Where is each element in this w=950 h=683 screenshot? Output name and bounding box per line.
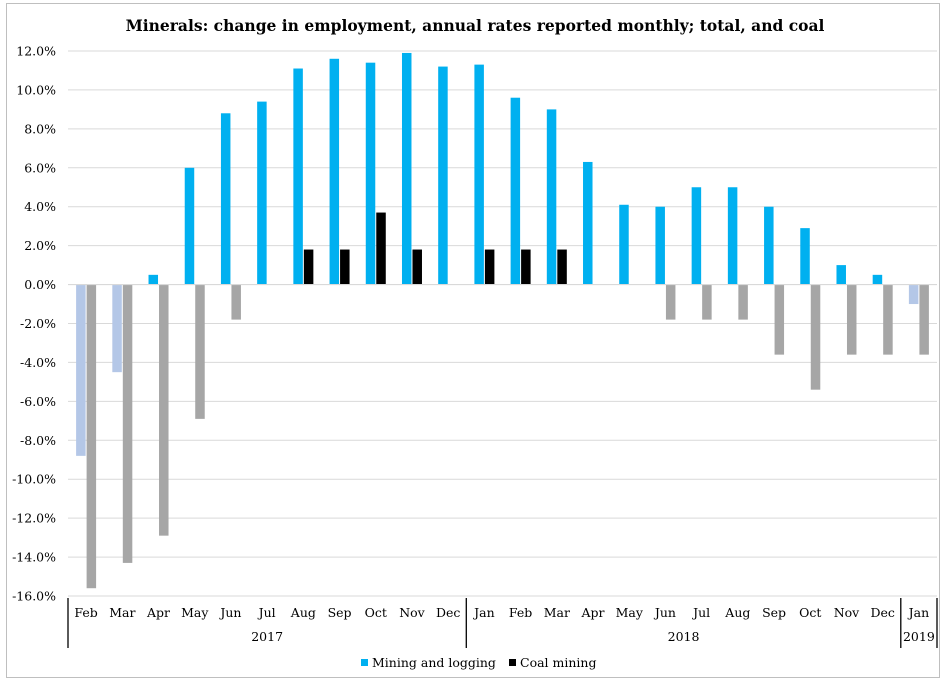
x-category-label: Dec [870,605,894,620]
bar-mining-and-logging [112,284,122,373]
y-tick-label: -6.0% [20,394,56,409]
x-category-label: Jul [257,605,276,620]
bar-coal-mining [846,284,857,355]
bar-mining-and-logging [438,66,448,285]
x-category-label: May [181,605,209,620]
bar-coal-mining [159,284,169,536]
x-category-label: Sep [328,605,352,620]
bar-mining-and-logging [727,187,738,285]
bar-mining-and-logging [474,64,484,285]
bar-mining-and-logging [908,284,919,305]
bar-coal-mining [810,284,821,390]
x-axis: Feb Mar Apr May Jun Jul Aug Sep Oct Nov Dec Jan Feb M… [67,283,938,648]
bar-mining-and-logging [655,206,665,285]
bar-mining-and-logging [148,274,159,285]
bar-mining-and-logging [764,206,774,285]
bar-mining-and-logging [510,97,521,285]
y-tick-label: -16.0% [12,589,56,604]
y-tick-label: 8.0% [24,121,56,136]
bar-coal-mining [521,249,531,285]
bar-mining-and-logging [583,161,593,285]
bar-mining-and-logging [800,228,810,285]
x-category-label: Mar [544,605,570,620]
y-tick-label: -4.0% [20,355,56,370]
bar-mining-and-logging [691,187,702,285]
x-category-label: Sep [762,605,786,620]
chart-title: Minerals: change in employment, annual r… [125,16,825,35]
bar-mining-and-logging [836,265,846,285]
x-category-label: Jan [907,605,930,620]
x-group-label: 2017 [251,629,283,644]
bar-mining-and-logging [872,274,883,285]
x-category-label: Feb [509,605,532,620]
bar-mining-and-logging [546,109,557,285]
bar-coal-mining [738,284,748,320]
y-tick-label: 2.0% [24,238,56,253]
y-tick-label: -14.0% [12,550,56,565]
x-category-label: Oct [799,605,821,620]
bar-mining-and-logging [220,113,231,285]
legend: Mining and logging Coal mining [361,655,596,670]
x-category-label: Mar [109,605,135,620]
bar-coal-mining [883,284,893,355]
x-category-label: Aug [724,605,750,620]
x-category-label: Apr [581,605,605,620]
bar-coal-mining [665,284,676,320]
bar-coal-mining [919,284,929,355]
legend-label-mining-and-logging: Mining and logging [372,655,496,670]
bar-coal-mining [412,249,422,285]
bar-coal-mining [557,249,567,285]
x-category-label: Nov [834,605,860,620]
x-group-label: 2018 [668,629,700,644]
bar-mining-and-logging [365,62,376,285]
bar-mining-and-logging [293,68,303,285]
bars [76,52,929,589]
y-tick-label: 0.0% [24,277,56,292]
bar-mining-and-logging [257,101,267,285]
bar-mining-and-logging [76,284,86,456]
x-category-label: Aug [290,605,316,620]
legend-swatch-mining-and-logging [361,659,368,666]
bar-mining-and-logging [184,167,195,285]
bar-coal-mining [86,284,97,589]
x-category-label: Dec [436,605,460,620]
x-category-label: Feb [74,605,97,620]
bar-coal-mining [774,284,785,355]
bar-coal-mining [702,284,712,320]
y-tick-label: 12.0% [16,44,56,59]
legend-swatch-coal-mining [509,659,516,666]
y-tick-label: 4.0% [24,199,56,214]
x-category-label: Oct [365,605,387,620]
x-category-label: Jul [691,605,710,620]
bar-coal-mining [340,249,350,285]
y-tick-label: -8.0% [20,433,56,448]
bar-coal-mining [376,212,386,285]
bar-coal-mining [484,249,495,285]
bar-coal-mining [231,284,241,320]
bar-mining-and-logging [329,58,340,285]
x-category-label: Jan [472,605,495,620]
x-category-label: Nov [399,605,425,620]
y-tick-label: -2.0% [20,316,56,331]
legend-label-coal-mining: Coal mining [520,655,596,670]
y-axis-ticks: -16.0% -14.0% -12.0% -10.0% -8.0% -6.0% -4.0% -… [12,44,56,604]
y-tick-label: 10.0% [16,82,56,97]
x-category-label: Apr [146,605,170,620]
x-category-label: May [616,605,644,620]
gridlines [68,50,937,597]
bar-mining-and-logging [619,204,629,285]
bar-coal-mining [303,249,314,285]
y-tick-label: -10.0% [12,472,56,487]
x-category-label: Jun [653,605,676,620]
x-category-label: Jun [218,605,241,620]
y-tick-label: -12.0% [12,511,56,526]
x-group-label: 2019 [903,629,935,644]
bar-coal-mining [195,284,205,419]
y-tick-label: 6.0% [24,160,56,175]
bar-coal-mining [122,284,133,563]
bar-mining-and-logging [401,52,412,285]
